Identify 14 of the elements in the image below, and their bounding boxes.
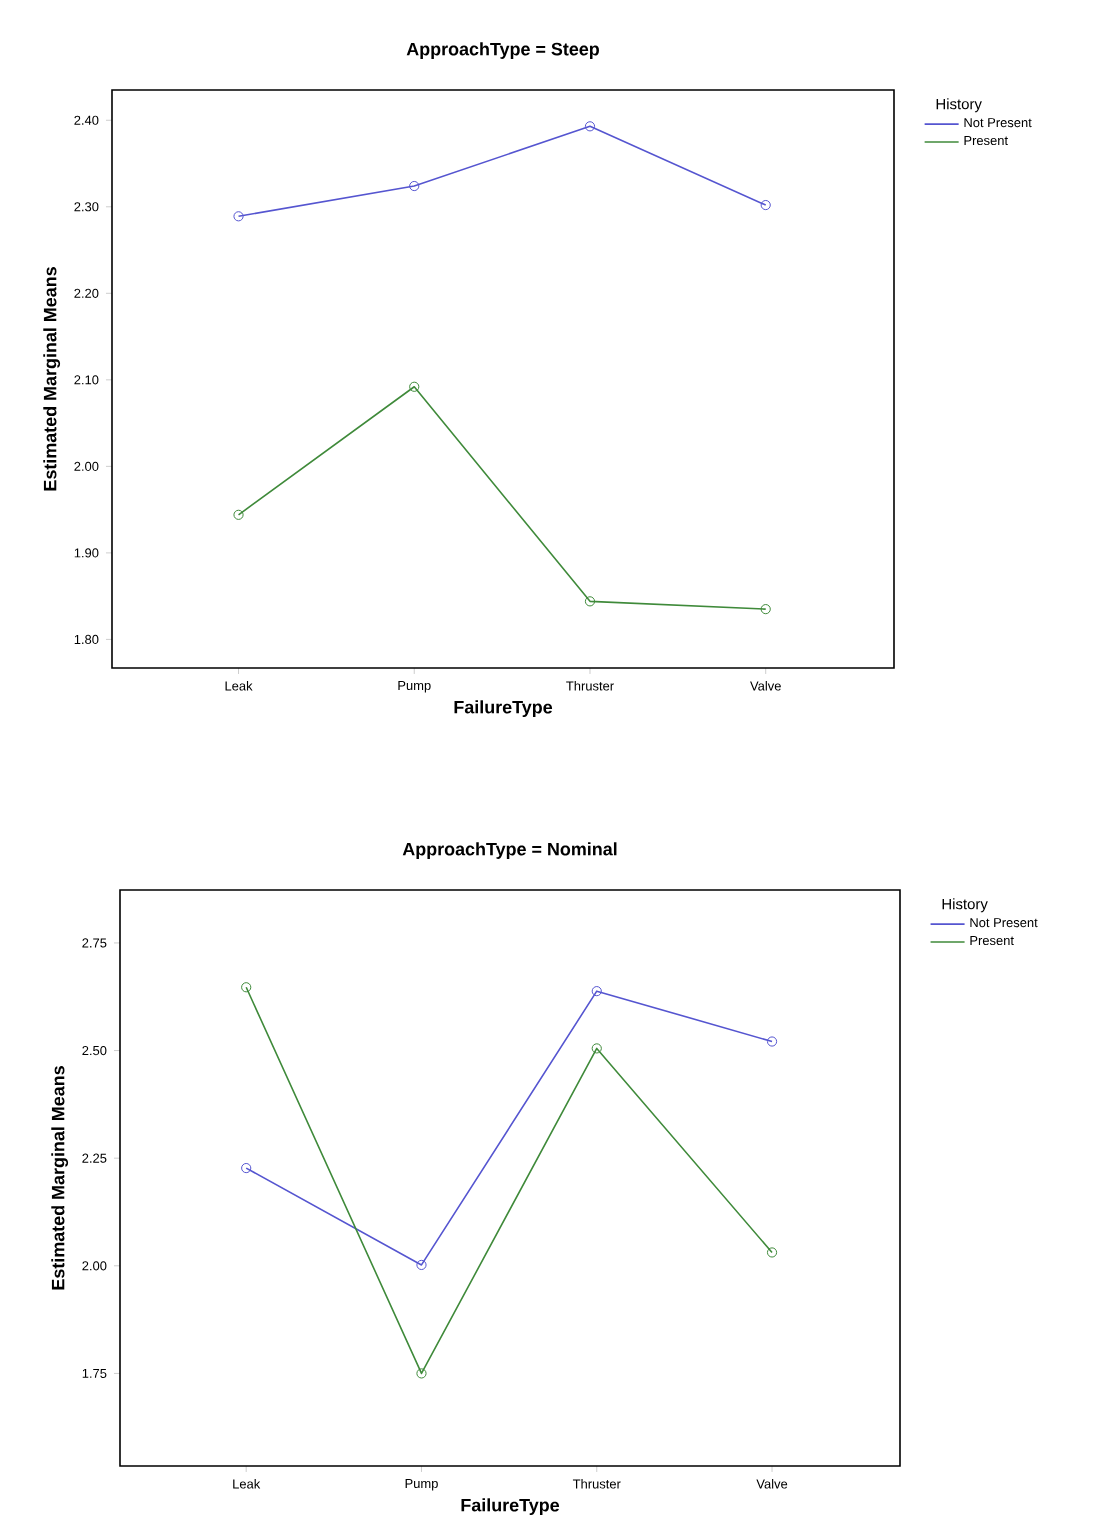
point xyxy=(409,180,420,192)
point xyxy=(416,1368,427,1379)
x-axis-title: FailureType xyxy=(454,700,553,717)
point xyxy=(591,1043,602,1054)
x-axis-title: FailureType xyxy=(461,1498,560,1516)
point xyxy=(416,1259,427,1271)
point xyxy=(584,596,596,607)
y-axis-title: Estimated Marginal Means xyxy=(51,1066,69,1290)
y-axis-title: Estimated Marginal Means xyxy=(43,267,61,491)
point xyxy=(591,986,602,997)
chart-title: ApproachType = Steep xyxy=(406,42,599,59)
chart-title: ApproachType = Nominal xyxy=(402,842,617,859)
point xyxy=(584,121,596,132)
point xyxy=(409,381,420,392)
